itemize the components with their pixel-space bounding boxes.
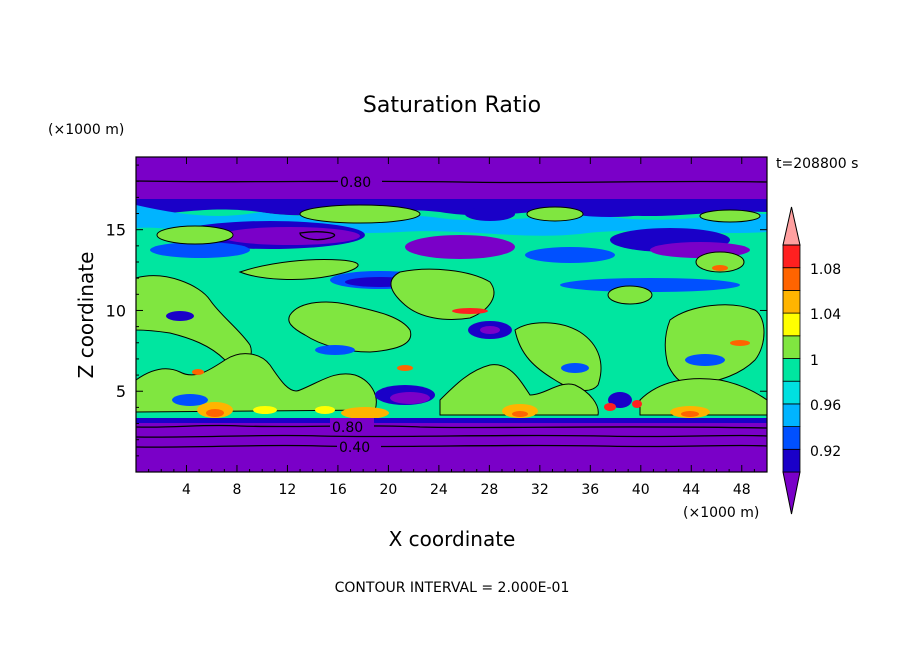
x-tick-label: 36	[581, 482, 599, 498]
x-axis: 4 8 12 16 20 24 28 32 36 40 44 48	[148, 157, 755, 498]
heatmap-field	[136, 157, 767, 472]
y-tick-label: 15	[106, 221, 126, 240]
colorbar-swatch	[782, 244, 801, 269]
x-tick-label: 28	[480, 482, 498, 498]
y-tick-label: 5	[116, 382, 126, 401]
colorbar-bottom-arrow	[782, 471, 801, 515]
contour-label-bottom: 0.40	[339, 440, 370, 456]
colorbar-swatch	[782, 426, 801, 450]
colorbar-swatch	[782, 312, 801, 337]
colorbar-tick-label: 0.96	[810, 398, 841, 414]
x-tick-label: 44	[682, 482, 700, 498]
contour-label-top: 0.80	[340, 175, 371, 191]
contour-interval-footer: CONTOUR INTERVAL = 2.000E-01	[335, 580, 570, 596]
colorbar-swatch	[782, 448, 801, 473]
colorbar-tick-label: 0.92	[810, 444, 841, 460]
colorbar-swatch	[782, 403, 801, 427]
colorbar-labels: 1.08 1.04 1 0.96 0.92	[810, 262, 841, 460]
x-unit-label: (×1000 m)	[683, 505, 759, 521]
colorbar-swatch	[782, 380, 801, 405]
contour-label-mid: 0.80	[332, 420, 363, 436]
colorbar-swatch	[782, 267, 801, 291]
colorbar-swatch	[782, 289, 801, 314]
x-tick-label: 12	[279, 482, 297, 498]
colorbar-swatch	[782, 335, 801, 359]
x-tick-label: 32	[531, 482, 549, 498]
colorbar-tick-label: 1	[810, 353, 819, 369]
y-tick-label: 10	[106, 301, 126, 320]
x-tick-label: 16	[329, 482, 347, 498]
x-tick-label: 4	[182, 482, 191, 498]
x-tick-label: 40	[632, 482, 650, 498]
x-axis-label: X coordinate	[389, 527, 516, 551]
x-tick-label: 24	[430, 482, 448, 498]
colorbar	[782, 206, 801, 515]
x-tick-label: 8	[232, 482, 241, 498]
time-label: t=208800 s	[776, 156, 858, 172]
colorbar-top-arrow	[782, 206, 801, 246]
x-tick-label: 20	[379, 482, 397, 498]
colorbar-tick-label: 1.04	[810, 307, 841, 323]
chart-title: Saturation Ratio	[363, 93, 541, 118]
x-tick-label: 48	[733, 482, 751, 498]
y-axis: 5 10 15	[106, 164, 767, 457]
colorbar-swatch	[782, 358, 801, 382]
y-unit-label: (×1000 m)	[48, 122, 124, 138]
contour-labels: 0.80 0.80 0.40	[330, 173, 382, 456]
y-axis-label: Z coordinate	[74, 252, 98, 379]
colorbar-tick-label: 1.08	[810, 262, 841, 278]
